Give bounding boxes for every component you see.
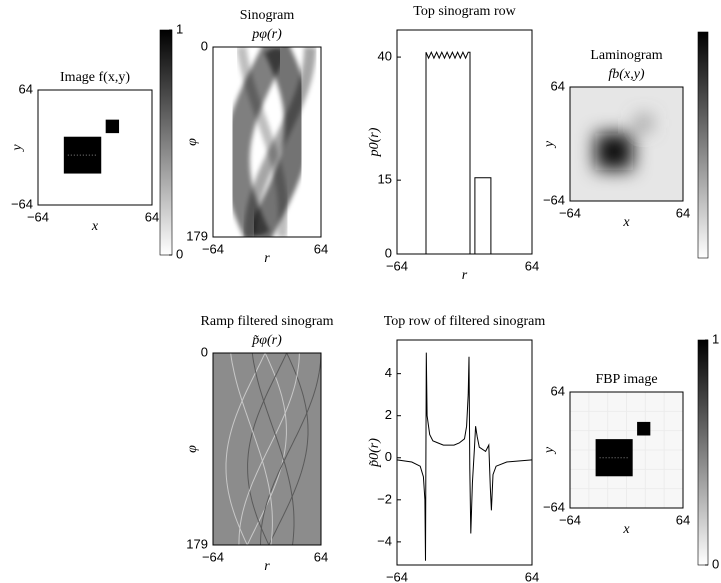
square <box>637 116 650 129</box>
colorbar-tick-label: 0 <box>712 556 719 571</box>
y-tick-label: 0 <box>201 38 208 53</box>
y-tick-label: −64 <box>543 499 565 514</box>
y-tick-label: 64 <box>551 383 565 398</box>
square <box>596 133 633 170</box>
square <box>637 422 650 436</box>
y-tick-label: 15 <box>378 172 392 187</box>
colorbar-tick-label: 1 <box>176 21 183 36</box>
colorbar-tick-label: 1 <box>712 331 719 346</box>
x-tick-label: 64 <box>145 209 159 224</box>
title: FBP image <box>595 372 657 387</box>
title: Image f(x,y) <box>60 70 130 85</box>
y-tick-label: −64 <box>543 192 565 207</box>
y-tick-label: 0 <box>385 245 392 260</box>
y-axis-label: p̃0(r) <box>367 438 382 468</box>
y-tick-label: 0 <box>385 449 392 464</box>
x-axis-label: r <box>264 559 270 574</box>
colorbar <box>698 340 708 565</box>
title: Laminogram <box>590 48 662 63</box>
x-tick-label: −64 <box>202 549 224 564</box>
y-axis-label: y <box>542 140 557 149</box>
x-axis-label: r <box>462 268 468 283</box>
y-tick-label: 4 <box>385 365 392 380</box>
colorbar <box>698 32 708 258</box>
x-tick-label: 64 <box>525 258 539 273</box>
x-axis-label: x <box>91 219 99 234</box>
x-tick-label: 64 <box>314 549 328 564</box>
title: Sinogram <box>240 8 295 23</box>
x-axis-label: r <box>264 251 270 266</box>
colorbar-tick-label: 0 <box>176 246 183 261</box>
title: Top sinogram row <box>413 4 516 19</box>
y-axis-label: φ <box>185 138 200 146</box>
x-tick-label: −64 <box>202 241 224 256</box>
x-axis-label: r <box>462 579 468 583</box>
y-tick-label: −64 <box>11 196 33 211</box>
title: Top row of filtered sinogram <box>384 314 546 329</box>
x-tick-label: −64 <box>27 209 49 224</box>
y-axis-label: φ <box>185 445 200 453</box>
y-tick-label: 40 <box>378 49 392 64</box>
y-axis-label: y <box>542 446 557 455</box>
plot-area <box>397 340 532 565</box>
plot-area <box>213 353 321 545</box>
x-tick-label: 64 <box>676 205 690 220</box>
x-tick-label: 64 <box>676 512 690 527</box>
y-tick-label: 0 <box>201 344 208 359</box>
square <box>106 120 119 133</box>
x-axis-label: x <box>622 215 630 230</box>
subtitle: fb(x,y) <box>608 67 644 82</box>
x-tick-label: −64 <box>559 205 581 220</box>
y-tick-label: 64 <box>19 81 33 96</box>
subtitle: p̃φ(r) <box>251 333 282 348</box>
x-tick-label: 64 <box>314 241 328 256</box>
y-tick-label: 179 <box>186 228 208 243</box>
x-tick-label: −64 <box>386 258 408 273</box>
y-tick-label: 64 <box>551 78 565 93</box>
x-axis-label: x <box>622 522 630 537</box>
figure: −6464−6464xyImage f(x,y)01−64640179rφSin… <box>0 0 721 583</box>
subtitle: pφ(r) <box>251 27 282 42</box>
x-tick-label: −64 <box>559 512 581 527</box>
plot-area <box>397 30 532 254</box>
x-tick-label: −64 <box>386 569 408 583</box>
y-tick-label: −4 <box>377 533 392 548</box>
x-tick-label: 64 <box>525 569 539 583</box>
y-tick-label: −2 <box>377 491 392 506</box>
y-tick-label: 179 <box>186 536 208 551</box>
y-axis-label: y <box>10 144 25 153</box>
title: Ramp filtered sinogram <box>201 314 334 329</box>
colorbar <box>160 30 172 255</box>
y-axis-label: p0(r) <box>367 127 382 157</box>
y-tick-label: 2 <box>385 407 392 422</box>
